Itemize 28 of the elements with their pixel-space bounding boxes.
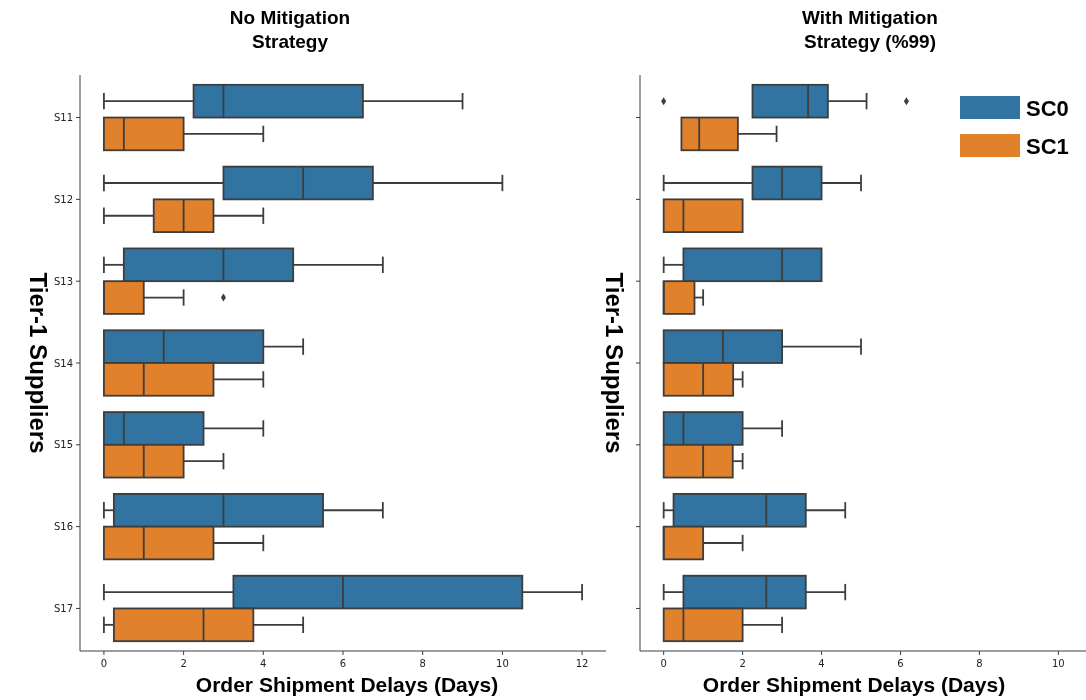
x-tick-label: 2 [180, 658, 187, 669]
x-axis-title: Order Shipment Delays (Days) [195, 673, 499, 696]
x-tick-label: 12 [575, 658, 589, 669]
x-tick-label: 6 [339, 658, 347, 669]
y-axis-title: Tier-1 Suppliers [25, 272, 52, 454]
y-tick-label: S13 [53, 275, 73, 287]
y-tick-label: S11 [53, 112, 73, 124]
x-tick-label: 8 [976, 658, 983, 669]
legend-label: SC0 [1026, 96, 1069, 121]
x-tick-label: 6 [897, 658, 904, 669]
x-tick-label: 0 [100, 658, 108, 669]
chart-title: No Mitigation Strategy [229, 7, 351, 52]
x-tick-label: 10 [1052, 658, 1065, 669]
chart-title: With Mitigation Strategy (%99) [802, 7, 938, 52]
y-tick-label: S12 [53, 193, 73, 205]
y-tick-label: S15 [53, 439, 73, 451]
x-tick-label: 4 [818, 658, 825, 669]
x-tick-label: 2 [739, 658, 746, 669]
x-tick-label: 0 [660, 658, 667, 669]
x-tick-label: 4 [260, 658, 267, 669]
y-tick-label: S14 [53, 357, 73, 369]
y-tick-label: S17 [53, 602, 73, 614]
x-tick-label: 10 [496, 658, 509, 669]
x-axis-title: Order Shipment Delays (Days) [702, 673, 1006, 696]
x-tick-label: 8 [419, 658, 426, 669]
y-tick-label: S16 [53, 521, 73, 533]
legend-label: SC1 [1026, 134, 1069, 159]
y-axis-title: Tier-1 Suppliers [601, 272, 628, 454]
